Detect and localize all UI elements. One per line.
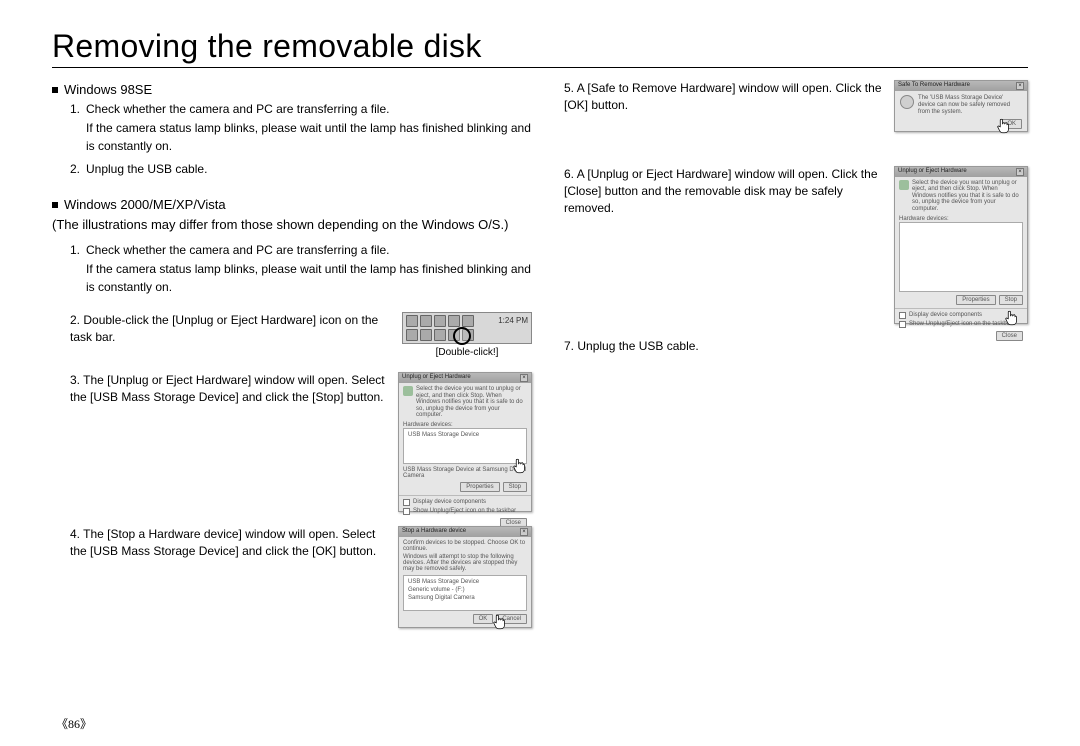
step-text: Unplug the USB cable.	[86, 162, 207, 176]
dialog-title: Safe To Remove Hardware	[898, 82, 970, 90]
stop-button: Stop	[503, 482, 527, 492]
dialog-hint: Select the device you want to unplug or …	[416, 386, 527, 419]
properties-button: Properties	[460, 482, 499, 492]
stop-hardware-dialog: Stop a Hardware device × Confirm devices…	[398, 526, 532, 628]
tray-icon	[420, 329, 432, 341]
step-num: 4.	[70, 527, 80, 541]
dialog-title: Unplug or Eject Hardware	[402, 374, 471, 382]
close-icon: ×	[1016, 168, 1024, 176]
list-item: Generic volume - (F:)	[406, 586, 524, 594]
tray-icon	[462, 315, 474, 327]
cursor-icon	[491, 613, 509, 631]
bullet-icon	[52, 202, 58, 208]
cursor-icon	[1003, 309, 1021, 327]
checkbox-icon	[403, 508, 410, 515]
checkbox-icon	[899, 312, 906, 319]
dialog-text: The 'USB Mass Storage Device' device can…	[918, 95, 1022, 117]
step-num: 7.	[564, 339, 574, 353]
dialog-hint: Select the device you want to unplug or …	[912, 180, 1023, 213]
step-num: 1.	[70, 101, 86, 155]
close-icon: ×	[520, 528, 528, 536]
section-note: (The illustrations may differ from those…	[52, 216, 532, 234]
dialog-hint2: Windows will attempt to stop the followi…	[403, 554, 527, 572]
tray-icon	[420, 315, 432, 327]
step-2-row: 2. Double-click the [Unplug or Eject Har…	[52, 312, 532, 358]
tray-icon	[434, 329, 446, 341]
tray-icon	[448, 315, 460, 327]
heading-text: Windows 98SE	[64, 82, 152, 97]
safe-remove-dialog: Safe To Remove Hardware × The 'USB Mass …	[894, 80, 1028, 132]
stop-button: Stop	[999, 295, 1023, 305]
step-num: 1.	[70, 242, 86, 296]
step-text: Check whether the camera and PC are tran…	[86, 102, 389, 116]
close-icon: ×	[520, 374, 528, 382]
step-5-row: 5. A [Safe to Remove Hardware] window wi…	[564, 80, 1028, 132]
tray-icon	[434, 315, 446, 327]
close-button: Close	[996, 331, 1023, 341]
step-6-row: 6. A [Unplug or Eject Hardware] window w…	[564, 166, 1028, 324]
step-text: Unplug the USB cable.	[577, 339, 698, 353]
steps-2000: 1. Check whether the camera and PC are t…	[70, 242, 532, 296]
section-heading-2000: Windows 2000/ME/XP/Vista	[52, 197, 532, 212]
taskbar-figure: 1:24 PM [Dou	[402, 312, 532, 358]
checkbox-icon	[403, 499, 410, 506]
step-num: 2.	[70, 161, 86, 178]
check-label: Display device components	[909, 312, 982, 318]
close-icon: ×	[1016, 82, 1024, 90]
dialog-hint: Confirm devices to be stopped. Choose OK…	[403, 540, 527, 552]
check-label: Show Unplug/Eject icon on the taskbar	[909, 321, 1012, 327]
check-label: Display device components	[413, 499, 486, 505]
taskbar-time: 1:24 PM	[498, 316, 528, 325]
unplug-dialog-2: Unplug or Eject Hardware × Select the de…	[894, 166, 1028, 324]
info-icon	[900, 95, 914, 109]
tray-icon	[406, 329, 418, 341]
steps-98se: 1. Check whether the camera and PC are t…	[70, 101, 532, 179]
cursor-icon	[511, 457, 529, 475]
hint-icon	[899, 180, 909, 190]
step-sub: If the camera status lamp blinks, please…	[86, 120, 532, 155]
eject-highlight-icon	[453, 327, 471, 345]
page-number: 《86》	[56, 715, 92, 732]
unplug-dialog: Unplug or Eject Hardware × Select the de…	[398, 372, 532, 512]
section-heading-98se: Windows 98SE	[52, 82, 532, 97]
step-num: 3.	[70, 373, 80, 387]
step-text: A [Unplug or Eject Hardware] window will…	[564, 167, 878, 216]
list-item: Samsung Digital Camera	[406, 594, 524, 602]
list-item: USB Mass Storage Device	[406, 431, 524, 439]
tray-icon	[406, 315, 418, 327]
step-text: A [Safe to Remove Hardware] window will …	[564, 81, 882, 112]
step-3-row: 3. The [Unplug or Eject Hardware] window…	[52, 372, 532, 512]
dialog-subtext: USB Mass Storage Device at Samsung Digit…	[403, 467, 527, 479]
step-num: 5.	[564, 81, 574, 95]
list-item: USB Mass Storage Device	[406, 578, 524, 586]
cursor-icon	[995, 117, 1013, 135]
step-sub: If the camera status lamp blinks, please…	[86, 261, 532, 296]
properties-button: Properties	[956, 295, 995, 305]
step-num: 2.	[70, 313, 80, 327]
step-num: 6.	[564, 167, 574, 181]
heading-text: Windows 2000/ME/XP/Vista	[64, 197, 226, 212]
hint-icon	[403, 386, 413, 396]
dialog-title: Stop a Hardware device	[402, 528, 466, 536]
dialog-title: Unplug or Eject Hardware	[898, 168, 967, 176]
page-title: Removing the removable disk	[52, 28, 1028, 68]
step-text: The [Stop a Hardware device] window will…	[70, 527, 376, 558]
figure-caption: [Double-click!]	[436, 347, 499, 358]
left-column: Windows 98SE 1. Check whether the camera…	[52, 80, 532, 642]
bullet-icon	[52, 87, 58, 93]
checkbox-icon	[899, 321, 906, 328]
check-label: Show Unplug/Eject icon on the taskbar	[413, 508, 516, 514]
step-text: The [Unplug or Eject Hardware] window wi…	[70, 373, 385, 404]
step-text: Check whether the camera and PC are tran…	[86, 243, 389, 257]
step-text: Double-click the [Unplug or Eject Hardwa…	[70, 313, 378, 344]
step-4-row: 4. The [Stop a Hardware device] window w…	[52, 526, 532, 628]
right-column: 5. A [Safe to Remove Hardware] window wi…	[564, 80, 1028, 642]
